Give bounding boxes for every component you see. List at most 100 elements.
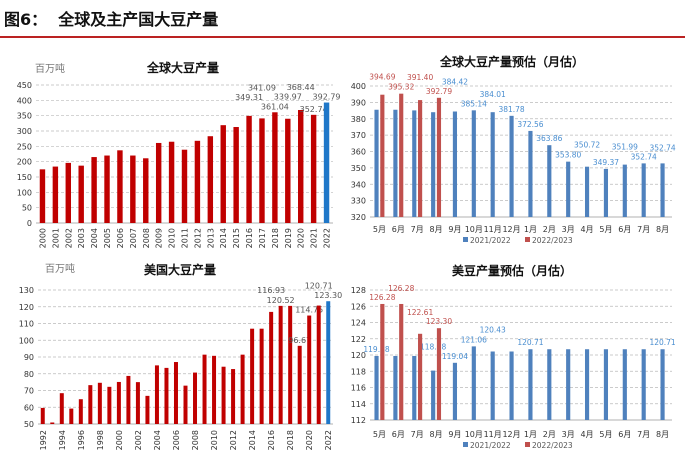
bar — [173, 362, 178, 424]
x-tick-label: 2013 — [206, 228, 215, 248]
bar-2021/2022 — [431, 112, 436, 217]
x-tick-label: 2015 — [232, 228, 241, 248]
bar — [117, 150, 123, 223]
bar — [135, 382, 140, 424]
x-tick-label: 2020 — [297, 228, 306, 248]
y-tick-label: 120 — [351, 351, 366, 360]
x-tick-label: 8月 — [656, 225, 669, 234]
x-tick-label: 5月 — [373, 225, 386, 234]
x-tick-label: 2002 — [64, 228, 73, 248]
x-tick-label: 12月 — [502, 430, 520, 439]
y-tick-label: 400 — [351, 82, 366, 91]
bar — [288, 305, 293, 424]
legend-swatch — [463, 237, 468, 242]
x-tick-label: 11月 — [484, 430, 502, 439]
y-tick-label: 390 — [351, 98, 366, 107]
data-label: 121.06 — [461, 335, 487, 344]
y-tick-label: 100 — [17, 188, 32, 197]
y-tick-label: 60 — [24, 403, 34, 412]
y-unit-label: 百万吨 — [35, 62, 65, 75]
bar-2021/2022 — [471, 346, 476, 420]
legend-swatch — [525, 442, 530, 447]
x-tick-label: 1996 — [77, 430, 86, 450]
y-tick-label: 300 — [17, 127, 32, 136]
x-tick-label: 8月 — [430, 430, 443, 439]
y-unit-label: 百万吨 — [45, 262, 75, 275]
x-tick-label: 1月 — [524, 430, 537, 439]
x-tick-label: 1月 — [524, 225, 537, 234]
y-tick-label: 350 — [351, 164, 366, 173]
x-tick-label: 5月 — [373, 430, 386, 439]
data-label: 392.79 — [426, 87, 452, 96]
x-tick-label: 2004 — [90, 228, 99, 248]
chart-title: 全球大豆产量 — [146, 60, 219, 75]
x-tick-label: 9月 — [448, 225, 461, 234]
chart-1: 全球大豆产量 百万吨 0 50 100 150 200 250 300 350 400 450 2000… — [17, 60, 341, 248]
bar — [202, 354, 207, 424]
x-tick-label: 2007 — [129, 228, 138, 248]
bar — [107, 386, 112, 424]
x-tick-label: 6月 — [392, 225, 405, 234]
chart-title: 美豆产量预估（月估） — [452, 263, 572, 278]
bar — [40, 407, 45, 424]
bar — [220, 125, 226, 223]
y-tick-label: 118 — [351, 367, 366, 376]
data-label: 381.78 — [498, 105, 524, 114]
data-label: 395.32 — [388, 83, 414, 92]
y-tick-label: 200 — [17, 158, 32, 167]
bar-2021/2022 — [528, 349, 533, 420]
bar — [183, 385, 188, 424]
figure-title: 图6： 全球及主产国大豆产量 — [4, 10, 219, 29]
bar-2022/2023 — [380, 303, 385, 420]
y-tick-label: 100 — [19, 336, 34, 345]
bar-2021/2022 — [566, 349, 571, 420]
y-tick-label: 70 — [24, 387, 34, 396]
data-label: 96.67 — [288, 336, 311, 345]
data-label: 123.30 — [426, 317, 452, 326]
y-tick-label: 114 — [351, 400, 366, 409]
bar-2021/2022 — [374, 355, 379, 420]
data-label: 349.31 — [235, 93, 263, 102]
x-tick-label: 8月 — [656, 430, 669, 439]
bar — [297, 345, 302, 424]
data-label: 120.52 — [267, 296, 295, 305]
bar-2022/2023 — [436, 328, 442, 420]
bar-2021/2022 — [547, 145, 552, 217]
data-label: 126.28 — [369, 293, 395, 302]
bar-2021/2022 — [603, 349, 609, 420]
y-tick-label: 50 — [24, 420, 34, 429]
bar — [52, 166, 59, 223]
x-tick-label: 2月 — [543, 225, 556, 234]
data-label: 126.28 — [388, 284, 414, 293]
bar — [207, 136, 214, 223]
x-tick-label: 6月 — [618, 225, 631, 234]
bar-2022/2023 — [418, 333, 423, 420]
bar-2021/2022 — [431, 370, 436, 420]
x-tick-label: 2004 — [153, 430, 162, 450]
x-tick-label: 2022 — [323, 228, 332, 248]
x-tick-label: 10月 — [465, 225, 483, 234]
x-tick-label: 12月 — [502, 225, 520, 234]
bar — [259, 328, 264, 424]
y-tick-label: 450 — [17, 81, 32, 90]
chart-title: 美国大豆产量 — [144, 262, 216, 277]
legend-label: 2021/2022 — [470, 441, 511, 450]
data-label: 361.04 — [261, 102, 289, 111]
data-label: 123.30 — [314, 291, 342, 300]
data-label: 120.71 — [649, 338, 675, 347]
bar-2021/2022 — [393, 355, 398, 420]
bar-2021/2022 — [528, 130, 533, 217]
x-tick-label: 7月 — [637, 430, 650, 439]
data-label: 352.74 — [649, 143, 675, 152]
y-tick-label: 250 — [17, 142, 32, 151]
y-tick-label: 80 — [24, 370, 34, 379]
bar — [298, 110, 304, 223]
x-tick-label: 11月 — [484, 225, 502, 234]
x-tick-label: 1994 — [58, 430, 67, 450]
x-tick-label: 4月 — [581, 225, 594, 234]
bar — [164, 367, 169, 424]
x-tick-label: 10月 — [465, 430, 483, 439]
bar — [278, 305, 283, 424]
data-label: 384.42 — [442, 78, 468, 87]
